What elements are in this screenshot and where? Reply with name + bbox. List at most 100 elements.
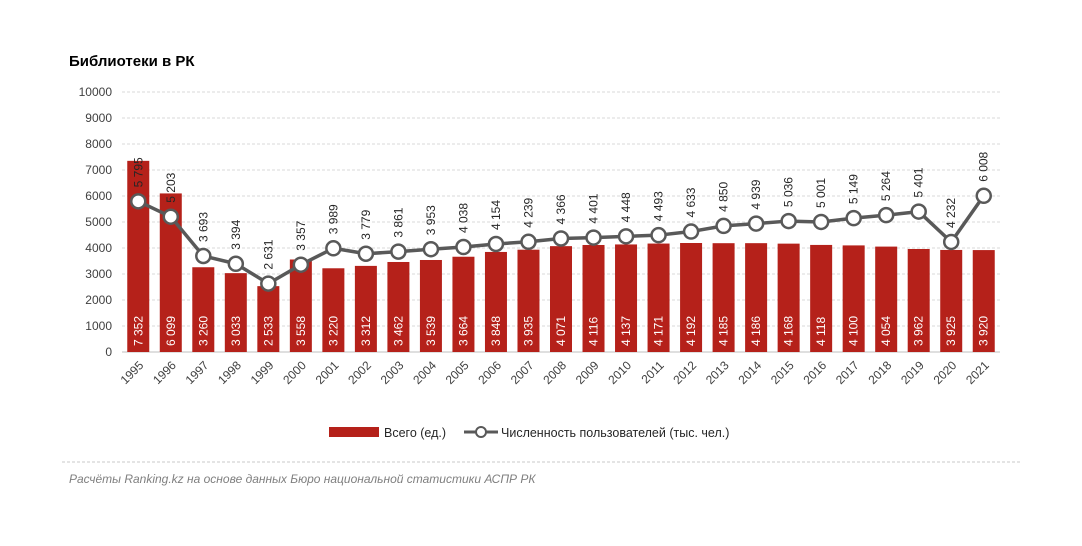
bar-value-label: 3 664 xyxy=(456,316,470,346)
bar-value-label: 3 033 xyxy=(229,316,243,346)
bar-value-label: 3 558 xyxy=(294,316,308,346)
line-value-label: 5 036 xyxy=(782,177,796,207)
bar xyxy=(159,193,182,352)
bar xyxy=(550,246,572,352)
line-point xyxy=(617,228,635,245)
line-value-label: 3 357 xyxy=(294,220,308,250)
line-value-label: 4 239 xyxy=(521,197,535,227)
x-tick-label: 1996 xyxy=(150,358,179,387)
line-value-label: 3 394 xyxy=(229,219,243,249)
line-point xyxy=(390,243,407,260)
x-tick-label: 2012 xyxy=(670,358,699,387)
line-point xyxy=(455,238,472,256)
line-point xyxy=(357,245,375,262)
line-value-label: 4 850 xyxy=(717,182,731,212)
x-tick-label: 2020 xyxy=(931,358,960,387)
y-tick-label: 3000 xyxy=(85,267,112,281)
x-tick-label: 2001 xyxy=(313,358,342,387)
line-point xyxy=(552,230,570,247)
line-value-label: 3 989 xyxy=(326,204,340,234)
line-point xyxy=(487,235,505,253)
bar-value-label: 3 312 xyxy=(359,316,373,346)
bar xyxy=(615,244,638,352)
legend: Всего (ед.) Численность пользователей (т… xyxy=(329,426,729,440)
bar xyxy=(192,267,215,352)
bar-value-label: 4 168 xyxy=(782,316,796,346)
bar-value-label: 6 099 xyxy=(164,316,178,346)
line-value-label: 4 401 xyxy=(587,193,601,223)
bar-value-label: 3 848 xyxy=(489,316,503,346)
bar xyxy=(842,245,865,352)
bar xyxy=(647,243,670,352)
line-value-labels: 5 795 5 203 3 693 3 394 2 631 3 357 3 989 3 779… xyxy=(131,151,990,269)
bar xyxy=(875,246,898,352)
line-point xyxy=(585,229,602,246)
x-tick-label: 2009 xyxy=(573,358,602,387)
x-tick-label: 2000 xyxy=(280,358,309,387)
x-tick-label: 2021 xyxy=(963,358,992,387)
line-point xyxy=(747,215,765,232)
x-tick-label: 2011 xyxy=(639,358,667,386)
line-value-label: 4 232 xyxy=(944,198,958,228)
y-tick-label: 7000 xyxy=(85,163,112,177)
legend-line-label: Численность пользователей (тыс. чел.) xyxy=(501,426,729,440)
line-point xyxy=(682,223,700,240)
bar xyxy=(712,243,735,352)
x-tick-label: 1999 xyxy=(248,358,277,387)
line-value-label: 6 008 xyxy=(977,151,991,181)
line-point xyxy=(780,212,797,230)
bar-value-label: 4 185 xyxy=(717,316,731,346)
bar xyxy=(972,250,995,352)
bar-value-label: 2 533 xyxy=(261,316,275,346)
x-tick-label: 2006 xyxy=(475,358,504,387)
bar xyxy=(517,249,540,352)
line-value-label: 3 953 xyxy=(424,205,438,235)
line-point xyxy=(942,233,960,251)
bar-value-label: 4 118 xyxy=(814,317,828,346)
x-tick-label: 2003 xyxy=(378,358,407,387)
line-point xyxy=(227,255,245,273)
line-point xyxy=(650,226,667,244)
bar xyxy=(484,251,507,352)
line-value-label: 3 861 xyxy=(391,207,405,237)
x-tick-label: 2010 xyxy=(605,358,634,387)
x-tick-label: 1998 xyxy=(215,358,244,387)
source-note: Расчёты Ranking.kz на основе данных Бюро… xyxy=(69,472,536,486)
x-tick-label: 1997 xyxy=(183,358,212,387)
line-point xyxy=(195,247,212,265)
bar xyxy=(419,259,442,352)
bar xyxy=(680,243,703,352)
bar-value-label: 4 171 xyxy=(652,316,666,346)
line-series xyxy=(130,187,992,292)
bar-series xyxy=(127,160,995,352)
bar-value-label: 3 920 xyxy=(977,316,991,346)
line-point xyxy=(910,203,927,220)
bar xyxy=(810,244,833,352)
bar-value-label: 3 935 xyxy=(521,316,535,346)
chart-title: Библиотеки в РК xyxy=(69,53,195,70)
bar-value-label: 4 071 xyxy=(554,316,568,346)
x-tick-label: 2007 xyxy=(508,358,537,387)
bar xyxy=(224,273,247,352)
line-point xyxy=(292,256,310,273)
y-tick-label: 4000 xyxy=(85,241,112,255)
y-tick-label: 9000 xyxy=(85,111,112,125)
line-point xyxy=(422,240,440,258)
bar xyxy=(387,261,410,352)
line-value-label: 2 631 xyxy=(261,239,275,269)
bar-value-label: 7 352 xyxy=(131,316,145,346)
bar xyxy=(452,256,475,352)
y-tick-label: 6000 xyxy=(85,189,112,203)
x-tick-label: 2008 xyxy=(540,358,569,387)
line-point xyxy=(975,187,992,205)
line-value-label: 3 693 xyxy=(196,212,210,242)
line-value-label: 3 779 xyxy=(359,209,373,239)
line-value-label: 5 149 xyxy=(847,174,861,204)
bar-value-label: 4 054 xyxy=(879,316,893,346)
line-value-label: 5 264 xyxy=(879,171,893,201)
x-tick-label: 2014 xyxy=(735,358,764,387)
bar-value-label: 4 116 xyxy=(587,317,601,346)
line-point xyxy=(130,193,147,210)
line-value-label: 4 493 xyxy=(652,191,666,221)
